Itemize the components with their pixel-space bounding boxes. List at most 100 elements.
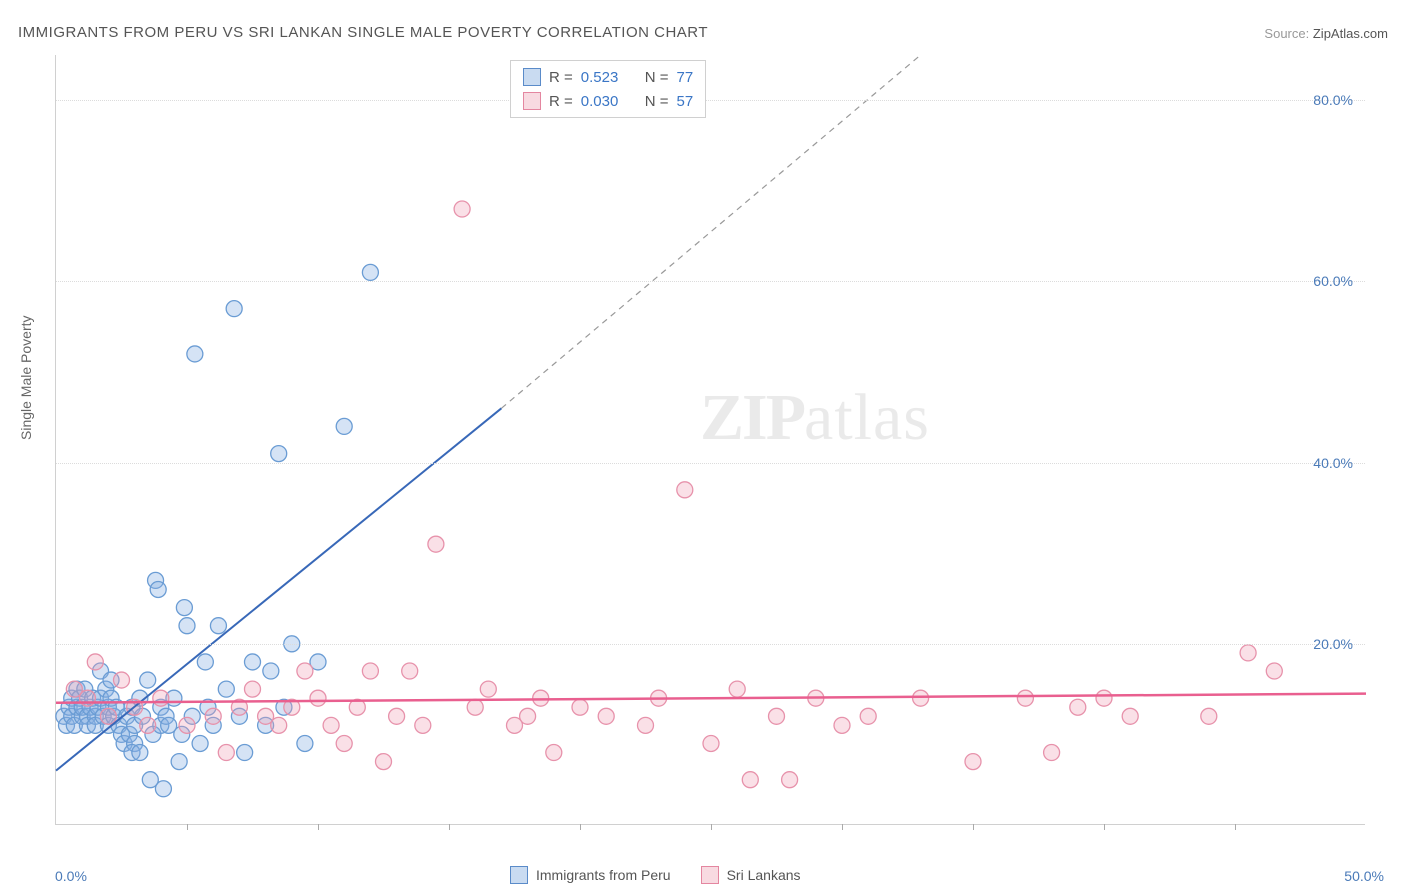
data-point [205,708,221,724]
data-point [271,446,287,462]
y-tick-label: 40.0% [1313,455,1353,471]
scatter-plot-svg [56,55,1365,824]
y-tick-label: 60.0% [1313,273,1353,289]
data-point [572,699,588,715]
swatch-blue-icon [523,68,541,86]
y-axis-label: Single Male Poverty [18,315,34,440]
data-point [171,754,187,770]
data-point [245,654,261,670]
legend-row-peru: R = 0.523 N = 77 [511,65,705,89]
data-point [677,482,693,498]
data-point [87,654,103,670]
legend-row-srilanka: R = 0.030 N = 57 [511,89,705,113]
source-label: Source: [1264,26,1309,41]
y-tick-label: 20.0% [1313,636,1353,652]
data-point [192,735,208,751]
data-point [1122,708,1138,724]
y-tick-label: 80.0% [1313,92,1353,108]
x-minor-tick [711,824,712,830]
swatch-blue-icon [510,866,528,884]
swatch-pink-icon [523,92,541,110]
data-point [237,745,253,761]
gridline-h [56,281,1365,282]
gridline-h [56,644,1365,645]
r-label: R = [549,93,573,110]
data-point [150,581,166,597]
data-point [140,672,156,688]
legend-item-peru: Immigrants from Peru [510,866,671,884]
data-point [297,663,313,679]
data-point [179,717,195,733]
x-minor-tick [449,824,450,830]
r-value-srilanka: 0.030 [581,93,637,110]
data-point [140,717,156,733]
data-point [187,346,203,362]
data-point [161,717,177,733]
data-point [1266,663,1282,679]
data-point [132,745,148,761]
data-point [142,772,158,788]
n-value-srilanka: 57 [677,93,694,110]
data-point [965,754,981,770]
data-point [638,717,654,733]
x-minor-tick [318,824,319,830]
data-point [179,618,195,634]
gridline-h [56,463,1365,464]
source-value: ZipAtlas.com [1313,26,1388,41]
data-point [913,690,929,706]
data-point [376,754,392,770]
legend-label-peru: Immigrants from Peru [536,867,671,883]
data-point [860,708,876,724]
data-point [362,663,378,679]
data-point [271,717,287,733]
data-point [389,708,405,724]
n-label: N = [645,93,669,110]
data-point [210,618,226,634]
data-point [1017,690,1033,706]
x-minor-tick [580,824,581,830]
x-minor-tick [842,824,843,830]
data-point [480,681,496,697]
data-point [742,772,758,788]
data-point [598,708,614,724]
data-point [782,772,798,788]
x-minor-tick [1104,824,1105,830]
data-point [197,654,213,670]
data-point [218,745,234,761]
data-point [703,735,719,751]
n-value-peru: 77 [677,69,694,86]
legend-item-srilanka: Sri Lankans [701,866,801,884]
data-point [263,663,279,679]
x-minor-tick [973,824,974,830]
data-point [520,708,536,724]
data-point [336,418,352,434]
data-point [428,536,444,552]
data-point [100,708,116,724]
data-point [1240,645,1256,661]
data-point [454,201,470,217]
data-point [1070,699,1086,715]
swatch-pink-icon [701,866,719,884]
data-point [323,717,339,733]
data-point [729,681,745,697]
data-point [245,681,261,697]
data-point [153,690,169,706]
plot-area: 20.0% 40.0% 60.0% 80.0% [55,55,1365,825]
data-point [402,663,418,679]
data-point [114,672,130,688]
data-point [415,717,431,733]
data-point [1201,708,1217,724]
x-minor-tick [1235,824,1236,830]
data-point [834,717,850,733]
correlation-legend: R = 0.523 N = 77 R = 0.030 N = 57 [510,60,706,118]
legend-label-srilanka: Sri Lankans [727,867,801,883]
data-point [226,301,242,317]
data-point [310,690,326,706]
data-point [176,600,192,616]
chart-container: IMMIGRANTS FROM PERU VS SRI LANKAN SINGL… [0,0,1406,892]
chart-title: IMMIGRANTS FROM PERU VS SRI LANKAN SINGL… [18,24,708,41]
data-point [546,745,562,761]
data-point [1044,745,1060,761]
source-attribution: Source: ZipAtlas.com [1264,26,1388,41]
data-point [336,735,352,751]
